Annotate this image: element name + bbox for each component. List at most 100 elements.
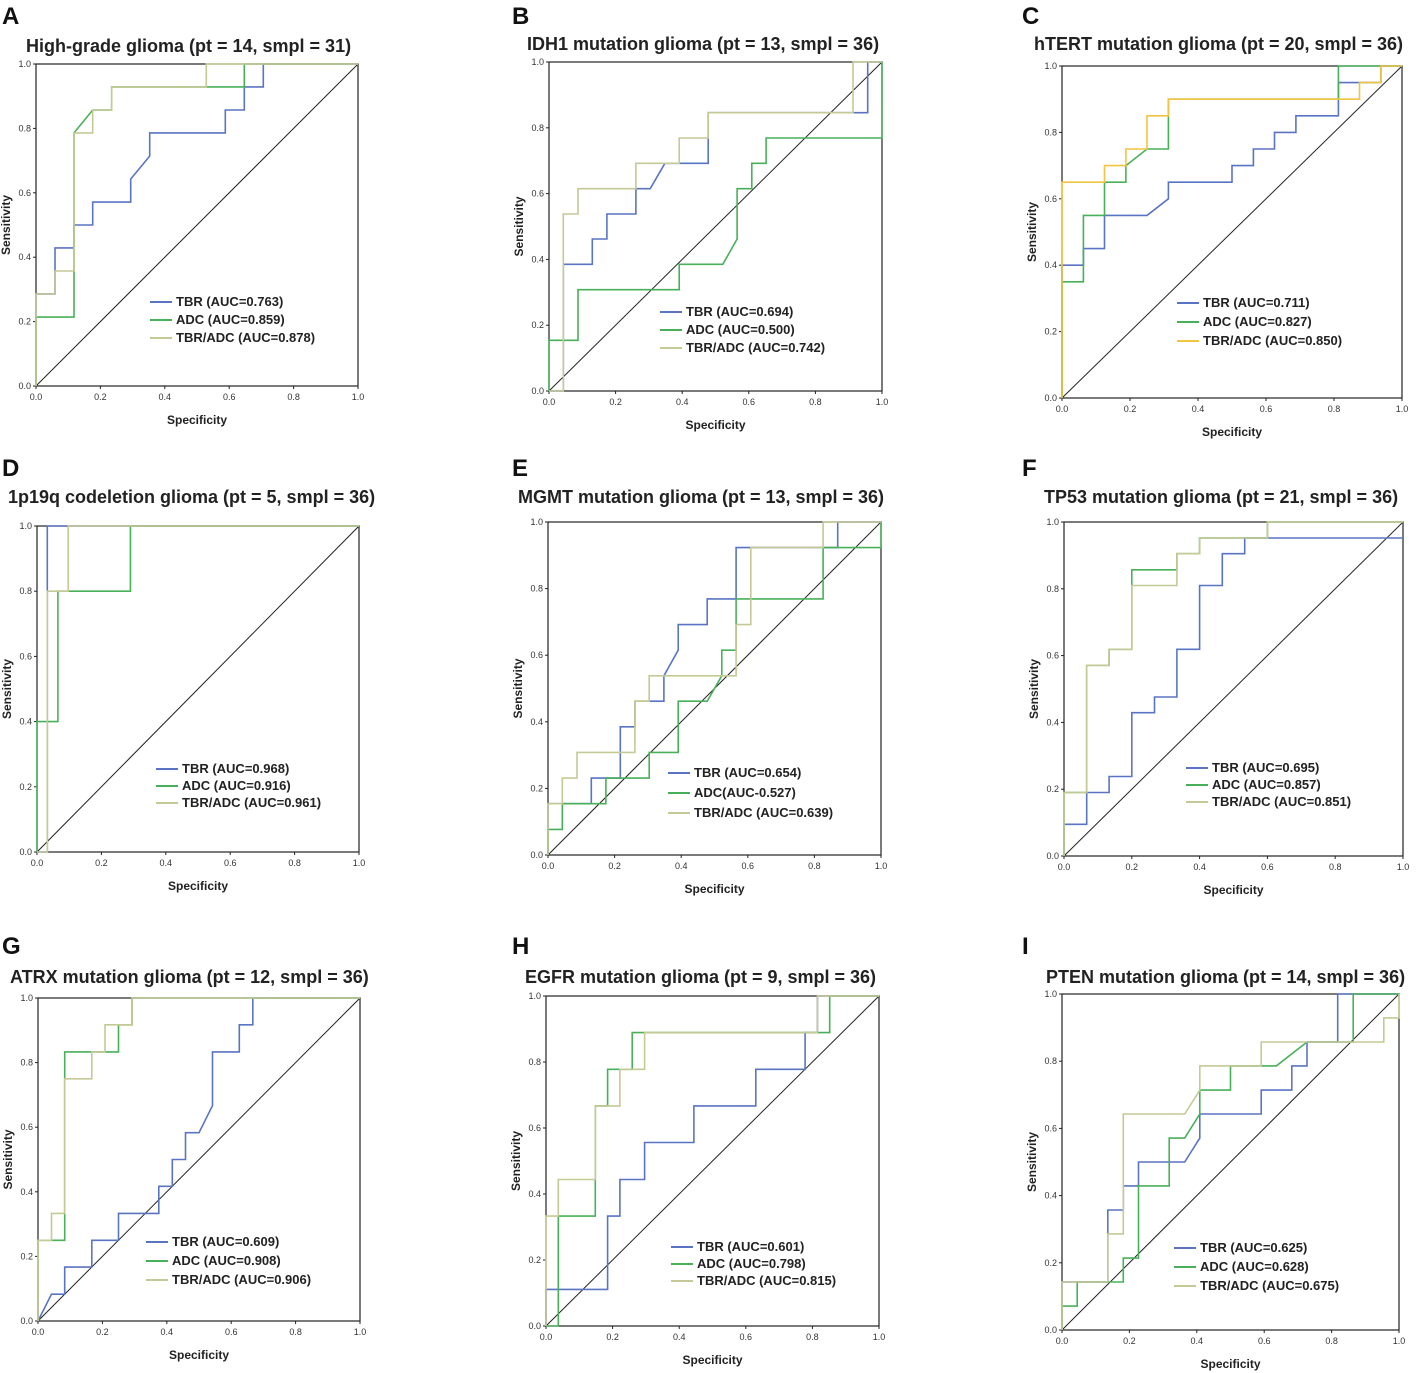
- roc-curve-f-tbr-adc: [1063, 521, 1403, 856]
- panel-letter-d: D: [2, 455, 19, 482]
- legend-label-c-2: TBR/ADC (AUC=0.850): [1203, 333, 1342, 348]
- legend-label-e-2: TBR/ADC (AUC=0.639): [694, 805, 833, 820]
- diagonal-line-f: [1063, 521, 1404, 857]
- x-tick-label-d-1: 0.2: [95, 858, 108, 868]
- x-tick-label-i-5: 1.0: [1393, 1336, 1406, 1346]
- roc-curve-b-adc: [548, 62, 883, 391]
- legend-label-e-0: TBR (AUC=0.654): [694, 765, 801, 780]
- y-tick-label-b-0: 0.0: [531, 386, 544, 396]
- plot-frame-h: [545, 995, 880, 1327]
- legend-label-c-1: ADC (AUC=0.827): [1203, 314, 1312, 329]
- y-tick-label-a-0: 0.0: [18, 381, 31, 391]
- y-tick-label-e-0: 0.0: [530, 850, 543, 860]
- legend-label-g-1: ADC (AUC=0.908): [172, 1253, 281, 1268]
- y-tick-label-g-0: 0.0: [20, 1316, 33, 1326]
- x-tick-label-a-4: 0.8: [287, 392, 300, 402]
- y-tick-label-g-3: 0.6: [20, 1122, 33, 1132]
- y-tick-label-d-5: 1.0: [19, 521, 32, 531]
- x-tick-label-i-4: 0.8: [1325, 1336, 1338, 1346]
- x-tick-label-b-4: 0.8: [809, 397, 822, 407]
- legend-label-b-1: ADC (AUC=0.500): [686, 322, 795, 337]
- roc-curve-h-tbr-adc: [545, 995, 879, 1326]
- y-axis-label-b: Sensitivity: [512, 196, 526, 256]
- x-tick-label-h-0: 0.0: [540, 1332, 553, 1342]
- panel-title-i: PTEN mutation glioma (pt = 14, smpl = 36…: [1046, 967, 1405, 987]
- panel-letter-i: I: [1022, 933, 1029, 960]
- x-tick-label-a-1: 0.2: [94, 392, 107, 402]
- x-tick-label-h-1: 0.2: [606, 1332, 619, 1342]
- legend-label-d-2: TBR/ADC (AUC=0.961): [182, 795, 321, 810]
- x-tick-label-f-1: 0.2: [1126, 862, 1139, 872]
- x-axis-label-b: Specificity: [685, 418, 745, 432]
- legend-label-b-2: TBR/ADC (AUC=0.742): [686, 340, 825, 355]
- roc-curve-i-tbr-adc: [1061, 994, 1400, 1330]
- x-axis-label-e: Specificity: [684, 882, 744, 896]
- diagonal-line-h: [545, 995, 880, 1327]
- panel-letter-b: B: [512, 3, 529, 30]
- x-tick-label-i-0: 0.0: [1056, 1336, 1069, 1346]
- roc-curve-b-tbr-adc: [549, 61, 882, 392]
- y-tick-label-g-5: 1.0: [20, 993, 33, 1003]
- y-axis-label-i: Sensitivity: [1025, 1132, 1039, 1192]
- panel-title-a: High-grade glioma (pt = 14, smpl = 31): [26, 36, 351, 56]
- roc-curve-i-tbr: [1061, 993, 1399, 1330]
- x-tick-label-d-4: 0.8: [288, 858, 301, 868]
- x-tick-label-f-0: 0.0: [1058, 862, 1071, 872]
- x-axis-label-a: Specificity: [167, 413, 227, 427]
- y-axis-label-a: Sensitivity: [0, 195, 13, 255]
- y-axis-label-f: Sensitivity: [1027, 659, 1041, 719]
- legend-label-a-2: TBR/ADC (AUC=0.878): [176, 330, 315, 345]
- y-tick-label-e-2: 0.4: [530, 717, 543, 727]
- y-tick-label-d-0: 0.0: [19, 847, 32, 857]
- roc-curve-e-tbr-adc: [547, 521, 881, 855]
- y-tick-label-e-1: 0.2: [530, 783, 543, 793]
- y-tick-label-g-4: 0.8: [20, 1058, 33, 1068]
- y-tick-label-b-2: 0.4: [531, 254, 544, 264]
- x-tick-label-a-2: 0.4: [159, 392, 172, 402]
- x-tick-label-d-3: 0.6: [224, 858, 237, 868]
- y-tick-label-c-5: 1.0: [1044, 61, 1057, 71]
- x-tick-label-b-0: 0.0: [543, 397, 556, 407]
- y-tick-label-c-1: 0.2: [1044, 327, 1057, 337]
- legend-label-i-2: TBR/ADC (AUC=0.675): [1200, 1278, 1339, 1293]
- x-tick-label-b-1: 0.2: [609, 397, 622, 407]
- y-tick-label-h-1: 0.2: [528, 1255, 541, 1265]
- x-tick-label-f-4: 0.8: [1329, 862, 1342, 872]
- roc-curve-g-tbr-adc: [37, 997, 360, 1321]
- y-tick-label-f-3: 0.6: [1046, 651, 1059, 661]
- y-tick-label-i-0: 0.0: [1044, 1325, 1057, 1335]
- x-tick-label-e-1: 0.2: [608, 861, 621, 871]
- legend-label-h-2: TBR/ADC (AUC=0.815): [697, 1273, 836, 1288]
- y-tick-label-i-4: 0.8: [1044, 1056, 1057, 1066]
- x-tick-label-d-0: 0.0: [31, 858, 44, 868]
- roc-curve-g-tbr: [37, 997, 360, 1322]
- x-tick-label-c-4: 0.8: [1328, 404, 1341, 414]
- y-axis-label-d: Sensitivity: [0, 659, 14, 719]
- y-axis-label-e: Sensitivity: [511, 658, 525, 718]
- y-tick-label-b-5: 1.0: [531, 57, 544, 67]
- x-tick-label-g-1: 0.2: [96, 1327, 109, 1337]
- x-axis-label-d: Specificity: [168, 879, 228, 893]
- x-tick-label-e-2: 0.4: [675, 861, 688, 871]
- diagonal-line-d: [36, 525, 360, 853]
- roc-curve-a-tbr-adc: [35, 63, 358, 386]
- y-tick-label-d-4: 0.8: [19, 586, 32, 596]
- panel-title-e: MGMT mutation glioma (pt = 13, smpl = 36…: [518, 487, 884, 507]
- x-tick-label-e-0: 0.0: [542, 861, 555, 871]
- x-tick-label-i-2: 0.4: [1191, 1336, 1204, 1346]
- x-tick-label-e-4: 0.8: [808, 861, 821, 871]
- x-tick-label-c-2: 0.4: [1192, 404, 1205, 414]
- x-tick-label-g-5: 1.0: [354, 1327, 367, 1337]
- panel-title-h: EGFR mutation glioma (pt = 9, smpl = 36): [525, 967, 876, 987]
- legend-label-f-1: ADC (AUC=0.857): [1212, 777, 1321, 792]
- legend-label-e-1: ADC(AUC-0.527): [694, 785, 796, 800]
- diagonal-line-i: [1061, 993, 1400, 1331]
- y-tick-label-c-0: 0.0: [1044, 393, 1057, 403]
- legend-label-c-0: TBR (AUC=0.711): [1203, 295, 1310, 310]
- y-tick-label-d-1: 0.2: [19, 782, 32, 792]
- x-tick-label-f-3: 0.6: [1261, 862, 1274, 872]
- y-tick-label-h-3: 0.6: [528, 1123, 541, 1133]
- x-tick-label-a-0: 0.0: [30, 392, 43, 402]
- x-tick-label-d-5: 1.0: [353, 858, 366, 868]
